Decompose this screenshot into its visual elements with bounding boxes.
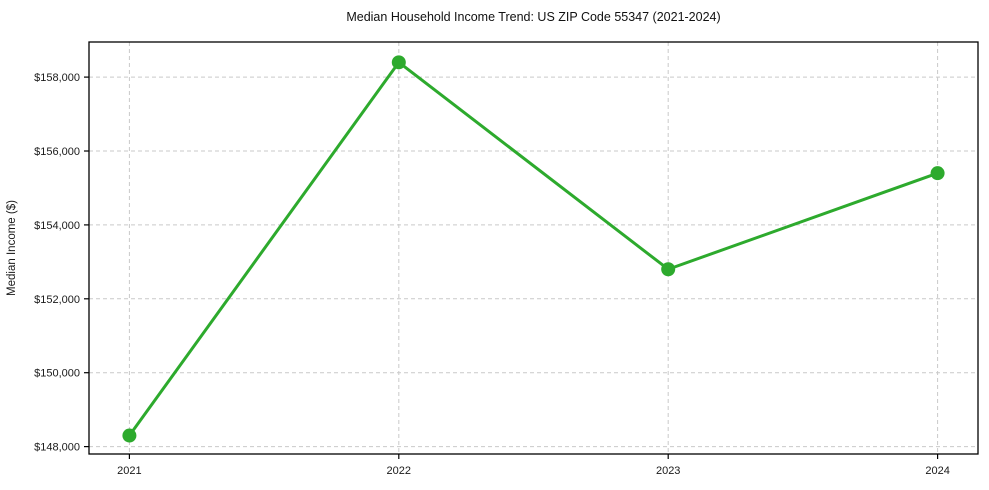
y-tick-label: $150,000 — [34, 368, 80, 380]
chart-title: Median Household Income Trend: US ZIP Co… — [346, 10, 721, 24]
axis-ticks — [84, 76, 939, 459]
x-tick-label: 2022 — [387, 465, 411, 477]
gridlines — [89, 42, 978, 454]
trend-series — [122, 55, 945, 443]
plot-frame — [88, 41, 979, 455]
data-point-2021 — [122, 428, 137, 443]
x-tick-label: 2023 — [656, 465, 680, 477]
y-tick-label: $154,000 — [34, 220, 80, 232]
plot-border — [88, 41, 979, 455]
y-axis-label: Median Income ($) — [6, 200, 18, 296]
data-point-2023 — [661, 262, 676, 277]
y-tick-label: $156,000 — [34, 146, 80, 158]
y-tick-label: $148,000 — [34, 442, 80, 454]
data-point-2024 — [930, 166, 945, 181]
tick-labels: $148,000 $150,000 $152,000 $154,000 $156,000… — [34, 72, 950, 477]
y-tick-label: $158,000 — [34, 72, 80, 84]
trend-line — [127, 60, 940, 438]
data-point-2022 — [391, 55, 406, 70]
x-tick-label: 2021 — [117, 465, 141, 477]
x-tick-label: 2024 — [925, 465, 949, 477]
y-tick-label: $152,000 — [34, 294, 80, 306]
